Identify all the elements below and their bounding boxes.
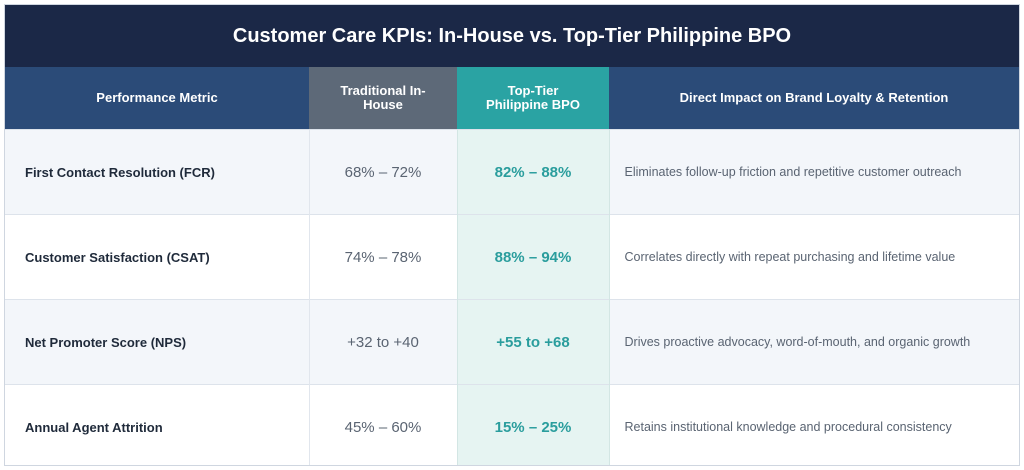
column-header: Direct Impact on Brand Loyalty & Retenti…: [609, 67, 1019, 130]
kpi-table: Performance Metric Traditional In-House To…: [5, 67, 1019, 465]
table-row: Net Promoter Score (NPS) +32 to +40 +55 to…: [5, 299, 1019, 385]
table-cell: Eliminates follow-up friction and repeti…: [609, 129, 1019, 215]
table-body: First Contact Resolution (FCR) 68% – 72% 8…: [5, 129, 1019, 465]
column-header: Performance Metric: [5, 67, 309, 130]
table-cell: 74% – 78%: [308, 214, 457, 300]
table-cell: Correlates directly with repeat purchasi…: [609, 214, 1019, 300]
table-cell: Customer Satisfaction (CSAT): [5, 214, 309, 300]
table-cell: Retains institutional knowledge and proc…: [609, 384, 1019, 465]
table-cell: Annual Agent Attrition: [5, 384, 309, 465]
table-cell: 82% – 88%: [456, 129, 610, 215]
table-row: Customer Satisfaction (CSAT) 74% – 78% 88%…: [5, 214, 1019, 300]
column-header-text: Traditional In-House: [340, 83, 426, 112]
table-row: Annual Agent Attrition 45% – 60% 15% – 25%…: [5, 384, 1019, 465]
column-header: Top-Tier Philippine BPO: [457, 67, 609, 130]
column-header: Traditional In-House: [309, 67, 457, 130]
table-cell: First Contact Resolution (FCR): [5, 129, 309, 215]
table-cell: Drives proactive advocacy, word-of-mouth…: [609, 299, 1019, 385]
table-cell: 88% – 94%: [456, 214, 610, 300]
column-header-text: Direct Impact on Brand Loyalty & Retenti…: [679, 90, 949, 105]
title: Customer Care KPIs: In-House vs. Top-Tie…: [5, 5, 1019, 67]
header-row: Performance Metric Traditional In-House To…: [5, 67, 1019, 130]
column-header-text: Performance Metric: [96, 90, 218, 105]
table-cell: 68% – 72%: [308, 129, 457, 215]
table-cell: 15% – 25%: [456, 384, 610, 465]
table-cell: +32 to +40: [308, 299, 457, 385]
column-header-text: Top-Tier Philippine BPO: [486, 83, 580, 112]
table-cell: Net Promoter Score (NPS): [5, 299, 309, 385]
table-cell: +55 to +68: [456, 299, 610, 385]
kpi-card: Customer Care KPIs: In-House vs. Top-Tie…: [4, 4, 1020, 466]
table-cell: 45% – 60%: [308, 384, 457, 465]
table-row: First Contact Resolution (FCR) 68% – 72% 8…: [5, 129, 1019, 215]
